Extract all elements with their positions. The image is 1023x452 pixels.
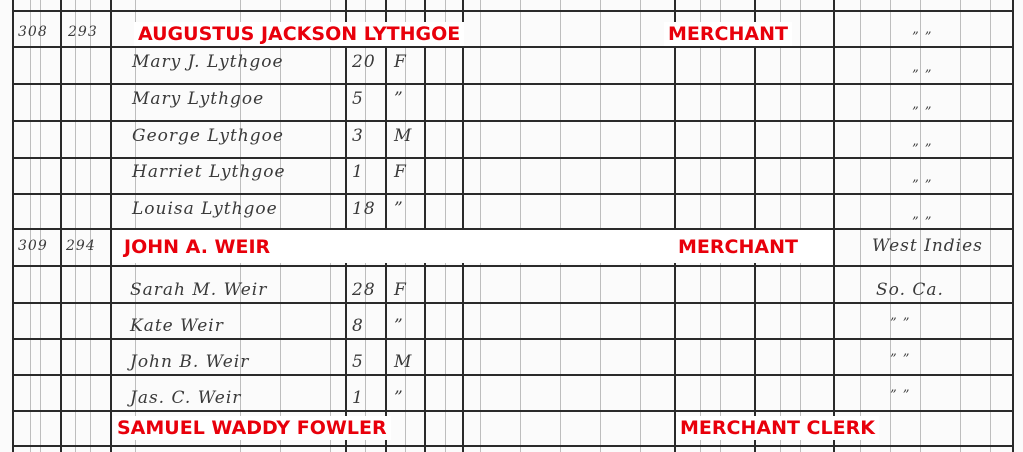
faint-rule bbox=[135, 0, 136, 452]
occupation-label: MERCHANT bbox=[674, 235, 802, 259]
family-number: 293 bbox=[68, 24, 98, 40]
member-name: Harriet Lythgoe bbox=[132, 162, 286, 182]
occupation-label: MERCHANT CLERK bbox=[676, 416, 879, 440]
column-rule bbox=[12, 0, 14, 452]
column-rule bbox=[345, 0, 347, 452]
member-birthplace: So. Ca. bbox=[876, 280, 944, 300]
member-birthplace: ” ” bbox=[890, 352, 911, 367]
row-rule bbox=[12, 46, 1012, 48]
member-age: 5 bbox=[352, 352, 364, 372]
faint-rule bbox=[75, 0, 76, 452]
faint-rule bbox=[960, 0, 961, 452]
row-rule bbox=[12, 10, 1012, 12]
dwelling-number: 309 bbox=[18, 238, 48, 254]
ditto-marks: ” ” bbox=[912, 215, 933, 230]
family-number: 294 bbox=[66, 238, 96, 254]
ditto-marks: ” ” bbox=[912, 142, 933, 157]
member-age: 18 bbox=[352, 199, 376, 219]
faint-rule bbox=[700, 0, 701, 452]
faint-rule bbox=[720, 0, 721, 452]
member-birthplace: ” ” bbox=[890, 388, 911, 403]
member-age: 20 bbox=[352, 52, 376, 72]
faint-rule bbox=[920, 0, 921, 452]
member-sex: F bbox=[394, 162, 407, 182]
faint-rule bbox=[90, 0, 91, 452]
faint-rule bbox=[990, 0, 991, 452]
person-name-label: SAMUEL WADDY FOWLER bbox=[113, 416, 391, 440]
faint-rule bbox=[330, 0, 331, 452]
member-sex: ” bbox=[394, 199, 404, 219]
row-rule bbox=[12, 302, 1012, 304]
ditto-marks: ” ” bbox=[912, 178, 933, 193]
member-age: 28 bbox=[352, 280, 376, 300]
row-rule bbox=[12, 338, 1012, 340]
faint-rule bbox=[800, 0, 801, 452]
member-sex: F bbox=[394, 280, 407, 300]
column-rule bbox=[1012, 0, 1014, 452]
column-rule bbox=[385, 0, 387, 452]
faint-rule bbox=[30, 0, 31, 452]
person-name-label: AUGUSTUS JACKSON LYTHGOE bbox=[134, 22, 465, 46]
row-rule bbox=[12, 410, 1012, 412]
dwelling-number: 308 bbox=[18, 24, 48, 40]
member-name: Mary J. Lythgoe bbox=[132, 52, 284, 72]
member-sex: F bbox=[394, 52, 407, 72]
faint-rule bbox=[40, 0, 41, 452]
member-age: 1 bbox=[352, 162, 364, 182]
faint-rule bbox=[860, 0, 861, 452]
column-rule bbox=[60, 0, 62, 452]
faint-rule bbox=[445, 0, 446, 452]
faint-rule bbox=[405, 0, 406, 452]
member-sex: ” bbox=[394, 89, 404, 109]
member-sex: ” bbox=[394, 388, 404, 408]
column-rule bbox=[674, 0, 676, 452]
member-name: Jas. C. Weir bbox=[130, 388, 242, 408]
member-age: 3 bbox=[352, 126, 364, 146]
column-rule bbox=[462, 0, 464, 452]
member-birthplace: ” ” bbox=[890, 316, 911, 331]
row-rule bbox=[12, 83, 1012, 85]
occupation-label: MERCHANT bbox=[664, 22, 792, 46]
member-age: 8 bbox=[352, 316, 364, 336]
member-age: 1 bbox=[352, 388, 364, 408]
column-rule bbox=[424, 0, 426, 452]
faint-rule bbox=[480, 0, 481, 452]
ditto-marks: ” ” bbox=[912, 105, 933, 120]
member-name: Louisa Lythgoe bbox=[132, 199, 278, 219]
column-rule bbox=[833, 0, 835, 452]
member-name: Kate Weir bbox=[130, 316, 224, 336]
faint-rule bbox=[520, 0, 521, 452]
member-name: Mary Lythgoe bbox=[132, 89, 265, 109]
faint-rule bbox=[240, 0, 241, 452]
faint-rule bbox=[640, 0, 641, 452]
member-sex: M bbox=[394, 352, 413, 372]
member-name: John B. Weir bbox=[130, 352, 250, 372]
column-rule bbox=[110, 0, 112, 452]
row-rule bbox=[12, 193, 1012, 195]
faint-rule bbox=[890, 0, 891, 452]
row-rule bbox=[12, 120, 1012, 122]
ditto-marks: ” ” bbox=[912, 30, 933, 45]
faint-rule bbox=[780, 0, 781, 452]
member-name: George Lythgoe bbox=[132, 126, 284, 146]
row-rule bbox=[12, 374, 1012, 376]
member-sex: M bbox=[394, 126, 413, 146]
faint-rule bbox=[365, 0, 366, 452]
faint-rule bbox=[560, 0, 561, 452]
faint-rule bbox=[600, 0, 601, 452]
member-sex: ” bbox=[394, 316, 404, 336]
row-rule bbox=[12, 445, 1012, 447]
row-rule bbox=[12, 265, 1012, 267]
member-age: 5 bbox=[352, 89, 364, 109]
faint-rule bbox=[280, 0, 281, 452]
column-rule bbox=[754, 0, 756, 452]
person-name-label: JOHN A. WEIR bbox=[120, 235, 275, 259]
row-rule bbox=[12, 228, 1012, 230]
birthplace: West Indies bbox=[872, 236, 983, 256]
row-rule bbox=[12, 157, 1012, 159]
ditto-marks: ” ” bbox=[912, 68, 933, 83]
member-name: Sarah M. Weir bbox=[130, 280, 268, 300]
